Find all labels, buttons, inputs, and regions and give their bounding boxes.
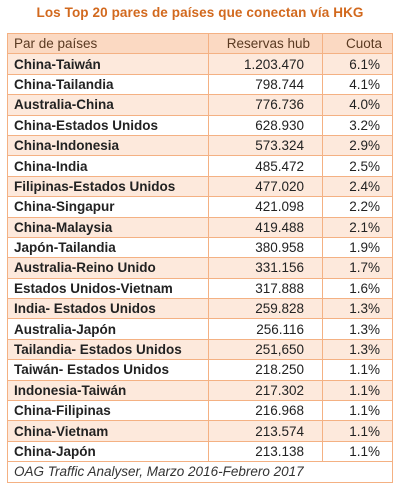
share-cell: 1.1% bbox=[322, 379, 393, 402]
table-row: China-India 485.472 2.5% bbox=[7, 155, 393, 177]
table-row: Taiwán- Estados Unidos 218.250 1.1% bbox=[7, 359, 393, 381]
table-row: China-Japón 213.138 1.1% bbox=[7, 440, 393, 463]
country-pair-cell: China-Estados Unidos bbox=[7, 114, 209, 136]
table-row: China-Filipinas 216.968 1.1% bbox=[7, 400, 393, 422]
share-cell: 2.2% bbox=[322, 196, 393, 218]
reservations-cell: 419.488 bbox=[208, 216, 323, 238]
share-cell: 1.1% bbox=[322, 420, 393, 442]
table-row: India- Estados Unidos 259.828 1.3% bbox=[7, 298, 393, 320]
share-cell: 1.7% bbox=[322, 257, 393, 279]
country-pair-cell: Estados Unidos-Vietnam bbox=[7, 277, 209, 300]
table-row: China-Malaysia 419.488 2.1% bbox=[7, 216, 393, 238]
share-cell: 1.6% bbox=[322, 277, 393, 300]
reservations-cell: 259.828 bbox=[208, 298, 323, 320]
share-cell: 6.1% bbox=[322, 53, 393, 75]
reservations-cell: 485.472 bbox=[208, 155, 323, 177]
table-row: Australia-Reino Unido 331.156 1.7% bbox=[7, 257, 393, 279]
share-cell: 4.1% bbox=[322, 73, 393, 96]
header-pair: Par de países bbox=[7, 32, 209, 55]
country-pair-cell: China-Japón bbox=[7, 440, 209, 463]
country-pair-cell: China-Singapur bbox=[7, 196, 209, 218]
table-header: Par de países Reservas hub Cuota bbox=[7, 32, 393, 55]
country-pair-cell: Filipinas-Estados Unidos bbox=[7, 175, 209, 198]
source-note: OAG Traffic Analyser, Marzo 2016-Febrero… bbox=[7, 461, 393, 483]
reservations-cell: 798.744 bbox=[208, 73, 323, 96]
source-row: OAG Traffic Analyser, Marzo 2016-Febrero… bbox=[7, 461, 393, 483]
share-cell: 3.2% bbox=[322, 114, 393, 136]
table-row: China-Tailandia 798.744 4.1% bbox=[7, 73, 393, 96]
reservations-cell: 331.156 bbox=[208, 257, 323, 279]
share-cell: 2.9% bbox=[322, 134, 393, 157]
table-row: Australia-China 776.736 4.0% bbox=[7, 94, 393, 116]
share-cell: 2.5% bbox=[322, 155, 393, 177]
country-pair-cell: China-Filipinas bbox=[7, 400, 209, 422]
table-body: China-Taiwán 1.203.470 6.1% China-Tailandia… bbox=[7, 53, 393, 463]
header-row: Par de países Reservas hub Cuota bbox=[7, 32, 393, 55]
share-cell: 1.1% bbox=[322, 440, 393, 463]
reservations-cell: 213.138 bbox=[208, 440, 323, 463]
country-pair-cell: Japón-Tailandia bbox=[7, 236, 209, 259]
header-share: Cuota bbox=[322, 32, 393, 55]
table-row: China-Estados Unidos 628.930 3.2% bbox=[7, 114, 393, 136]
reservations-cell: 217.302 bbox=[208, 379, 323, 402]
table-row: Tailandia- Estados Unidos 251,650 1.3% bbox=[7, 338, 393, 361]
share-cell: 1.1% bbox=[322, 400, 393, 422]
table-row: Estados Unidos-Vietnam 317.888 1.6% bbox=[7, 277, 393, 300]
reservations-cell: 1.203.470 bbox=[208, 53, 323, 75]
table-row: Japón-Tailandia 380.958 1.9% bbox=[7, 236, 393, 259]
country-pair-cell: China-Tailandia bbox=[7, 73, 209, 96]
share-cell: 4.0% bbox=[322, 94, 393, 116]
reservations-cell: 213.574 bbox=[208, 420, 323, 442]
table-row: China-Taiwán 1.203.470 6.1% bbox=[7, 53, 393, 75]
table-row: Indonesia-Taiwán 217.302 1.1% bbox=[7, 379, 393, 402]
country-pairs-table: Par de países Reservas hub Cuota China-T… bbox=[7, 32, 393, 483]
country-pair-cell: China-Malaysia bbox=[7, 216, 209, 238]
table-footer: OAG Traffic Analyser, Marzo 2016-Febrero… bbox=[7, 461, 393, 483]
share-cell: 1.9% bbox=[322, 236, 393, 259]
table-row: Australia-Japón 256.116 1.3% bbox=[7, 318, 393, 340]
reservations-cell: 251,650 bbox=[208, 338, 323, 361]
country-pair-cell: China-Taiwán bbox=[7, 53, 209, 75]
country-pair-cell: Tailandia- Estados Unidos bbox=[7, 338, 209, 361]
reservations-cell: 380.958 bbox=[208, 236, 323, 259]
country-pair-cell: China-Indonesia bbox=[7, 134, 209, 157]
header-reservations: Reservas hub bbox=[208, 32, 323, 55]
share-cell: 1.1% bbox=[322, 359, 393, 381]
table-row: China-Indonesia 573.324 2.9% bbox=[7, 134, 393, 157]
table-row: Filipinas-Estados Unidos 477.020 2.4% bbox=[7, 175, 393, 198]
share-cell: 1.3% bbox=[322, 338, 393, 361]
country-pair-cell: Taiwán- Estados Unidos bbox=[7, 359, 209, 381]
country-pair-cell: Australia-Reino Unido bbox=[7, 257, 209, 279]
reservations-cell: 216.968 bbox=[208, 400, 323, 422]
reservations-cell: 218.250 bbox=[208, 359, 323, 381]
table-row: China-Vietnam 213.574 1.1% bbox=[7, 420, 393, 442]
reservations-cell: 628.930 bbox=[208, 114, 323, 136]
share-cell: 1.3% bbox=[322, 298, 393, 320]
country-pair-cell: China-Vietnam bbox=[7, 420, 209, 442]
share-cell: 2.1% bbox=[322, 216, 393, 238]
reservations-cell: 421.098 bbox=[208, 196, 323, 218]
reservations-cell: 256.116 bbox=[208, 318, 323, 340]
country-pair-cell: Australia-China bbox=[7, 94, 209, 116]
reservations-cell: 477.020 bbox=[208, 175, 323, 198]
reservations-cell: 573.324 bbox=[208, 134, 323, 157]
share-cell: 2.4% bbox=[322, 175, 393, 198]
table-title: Los Top 20 pares de países que conectan … bbox=[36, 5, 364, 20]
table-row: China-Singapur 421.098 2.2% bbox=[7, 196, 393, 218]
country-pair-cell: Indonesia-Taiwán bbox=[7, 379, 209, 402]
country-pair-cell: India- Estados Unidos bbox=[7, 298, 209, 320]
reservations-cell: 317.888 bbox=[208, 277, 323, 300]
country-pair-cell: China-India bbox=[7, 155, 209, 177]
reservations-cell: 776.736 bbox=[208, 94, 323, 116]
share-cell: 1.3% bbox=[322, 318, 393, 340]
country-pair-cell: Australia-Japón bbox=[7, 318, 209, 340]
